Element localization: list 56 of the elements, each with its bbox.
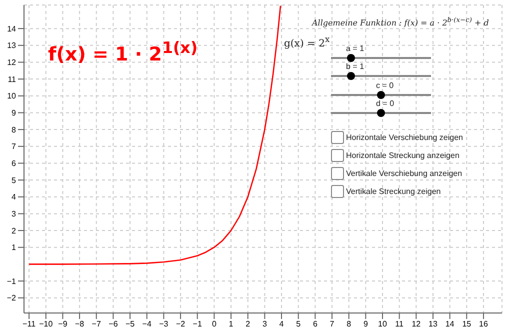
x-tick-label: −3 (159, 320, 169, 329)
y-tick-label: 11 (8, 74, 17, 84)
x-tick-label: 12 (412, 320, 422, 329)
x-tick-label: 10 (378, 320, 388, 329)
x-tick-label: 13 (428, 320, 438, 329)
annotation: Vertikale Verschiebung anzeigen (346, 169, 462, 178)
x-tick-label: 11 (395, 320, 404, 329)
y-tick-label: 10 (7, 92, 17, 101)
y-tick-label: 3 (12, 210, 17, 219)
x-tick-label: −8 (74, 320, 85, 329)
x-tick-label: 5 (296, 320, 302, 329)
y-tick-label: 4 (12, 192, 17, 202)
annotation: b = 1 (346, 62, 364, 71)
x-tick-label: 1 (228, 320, 234, 329)
x-tick-label: 4 (279, 320, 284, 329)
x-tick-label: −4 (142, 320, 152, 329)
x-tick-label: −2 (176, 320, 186, 329)
y-tick-label: 9 (12, 108, 17, 118)
annotation: c = 0 (376, 81, 394, 90)
x-tick-label: 16 (479, 320, 488, 329)
y-tick-label: 5 (12, 176, 17, 185)
x-tick-label: −6 (108, 320, 118, 329)
y-tick-label: 2 (12, 226, 17, 236)
x-tick-label: −5 (125, 320, 136, 329)
x-tick-label: −11 (22, 320, 36, 329)
y-tick-label: 12 (7, 58, 17, 68)
x-tick-label: −10 (39, 320, 54, 329)
y-tick-label: 6 (12, 159, 17, 168)
annotation: Horizontale Streckung anzeigen (346, 151, 460, 160)
y-tick-label: 14 (7, 24, 17, 34)
x-tick-label: −9 (58, 320, 68, 329)
annotation: Vertikale Streckung zeigen (346, 187, 441, 196)
annotation: Allgemeine Funktion : f(x) = a · 2$^{b·(x−c)}$ + d (312, 16, 489, 28)
x-tick-label: 15 (462, 320, 472, 329)
x-tick-label: 6 (312, 320, 318, 329)
x-tick-label: 8 (346, 320, 352, 329)
annotation: Horizontale Verschiebung zeigen (346, 133, 463, 142)
y-tick-label: 13 (7, 41, 17, 50)
x-tick-label: 9 (363, 320, 368, 329)
x-tick-label: 14 (445, 320, 455, 329)
y-tick-label: 1 (12, 243, 17, 252)
x-tick-label: 3 (262, 320, 268, 329)
x-tick-label: 0 (212, 320, 217, 329)
x-tick-label: −1 (192, 320, 202, 329)
y-tick-label: −1 (6, 276, 17, 286)
x-tick-label: 2 (246, 320, 251, 329)
x-tick-label: 7 (330, 320, 335, 329)
annotation: g(x) = 2$^{x}$ (284, 34, 330, 50)
y-tick-label: 8 (12, 125, 17, 134)
y-tick-label: 7 (12, 142, 17, 152)
annotation: d = 0 (376, 99, 394, 108)
x-tick-label: −7 (92, 320, 102, 329)
annotation: a = 1 (346, 44, 364, 53)
text: f(x) = 1 · 2$^{1(x)}$ (48, 38, 198, 66)
y-tick-label: −2 (6, 294, 17, 303)
line-series (28, 5, 282, 265)
